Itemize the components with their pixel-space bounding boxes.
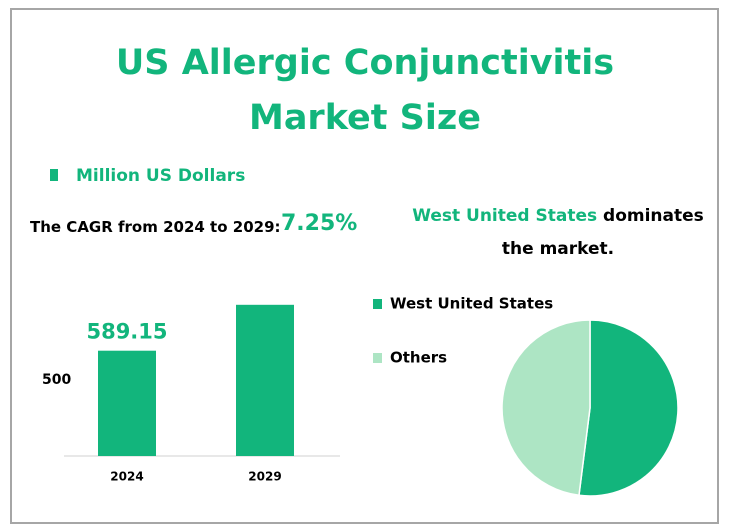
- headline-highlight: West United States: [412, 206, 598, 226]
- headline: West United States dominates the market.: [405, 200, 711, 266]
- bar: [236, 304, 294, 456]
- x-tick-label: 2029: [248, 470, 281, 484]
- legend-swatch: [373, 353, 382, 363]
- legend-swatch: [50, 169, 58, 181]
- cagr-text: The CAGR from 2024 to 2029:: [30, 218, 281, 236]
- bar: [98, 350, 156, 456]
- pie-slice: [578, 319, 679, 497]
- y-tick-label: 500: [42, 372, 71, 388]
- value-label: 589.15: [86, 320, 167, 344]
- frame: [10, 8, 719, 524]
- pie-slice: [501, 319, 591, 497]
- legend-swatch: [373, 299, 382, 309]
- legend-label: Million US Dollars: [76, 166, 245, 186]
- title: US Allergic Conjunctivitis Market Size: [115, 43, 615, 138]
- headline-rest: dominates the market.: [501, 206, 704, 259]
- legend-label: Others: [390, 349, 447, 367]
- legend-label: West United States: [390, 295, 553, 313]
- cagr-value: 7.25%: [281, 211, 358, 236]
- x-tick-label: 2024: [110, 470, 143, 484]
